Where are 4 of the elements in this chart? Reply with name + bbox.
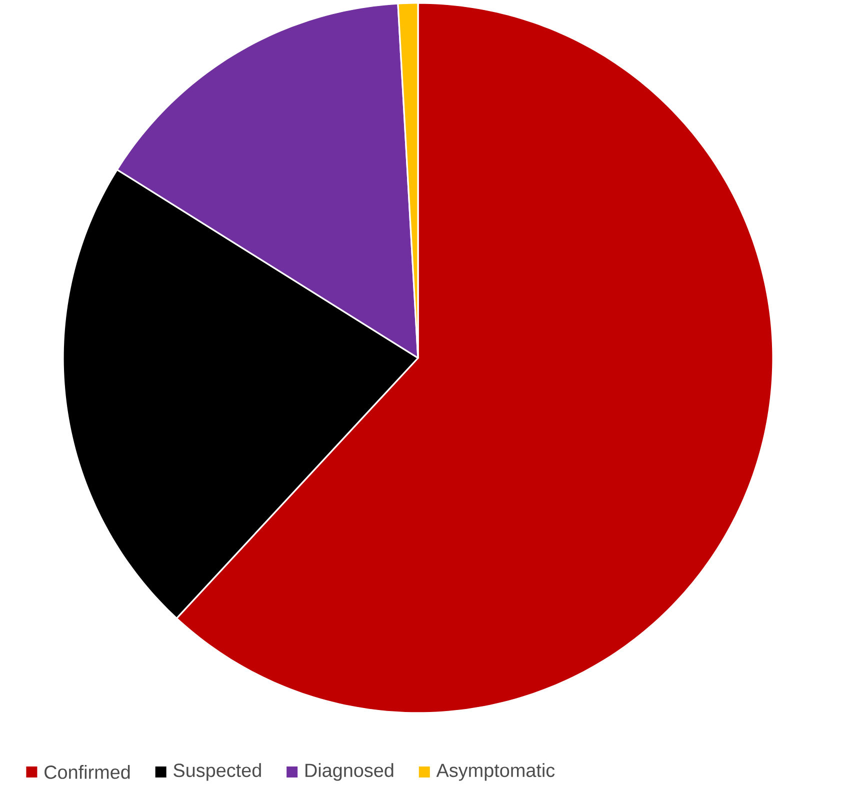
legend-label: Confirmed [44, 765, 130, 779]
legend-label: Suspected [174, 763, 261, 781]
legend-label: Asymptomatic [436, 763, 555, 781]
legend-label: Diagnosed [306, 763, 394, 781]
